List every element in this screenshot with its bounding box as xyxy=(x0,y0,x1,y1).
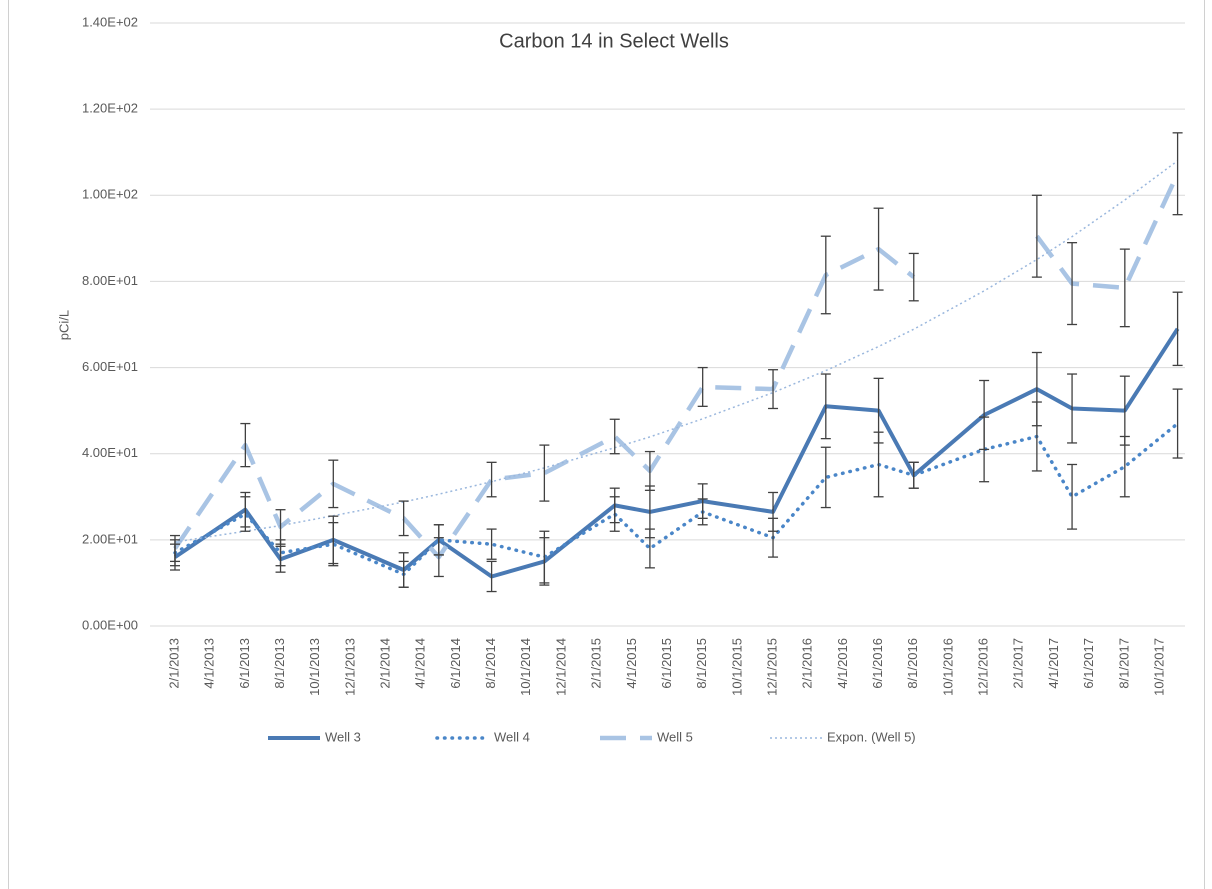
x-tick-label: 10/1/2017 xyxy=(1151,638,1166,696)
x-tick-label: 8/1/2013 xyxy=(272,638,287,689)
series-line xyxy=(173,172,1180,560)
y-tick-label: 2.00E+01 xyxy=(82,531,138,546)
x-tick-label: 10/1/2015 xyxy=(729,638,744,696)
x-tick-label: 6/1/2014 xyxy=(448,638,463,689)
legend-label: Expon. (Well 5) xyxy=(827,729,916,744)
error-bar xyxy=(169,534,180,563)
error-bar xyxy=(873,431,884,498)
x-tick-label: 10/1/2016 xyxy=(940,638,955,696)
error-bar xyxy=(644,528,655,569)
error-bar xyxy=(820,446,831,509)
error-bar xyxy=(1031,401,1042,472)
error-bar xyxy=(1172,291,1183,367)
error-bar xyxy=(908,252,919,302)
error-bar xyxy=(820,373,831,440)
x-tick-label: 8/1/2015 xyxy=(694,638,709,689)
error-bar xyxy=(240,422,251,468)
error-bar xyxy=(1067,463,1078,530)
x-tick-label: 2/1/2014 xyxy=(378,638,393,689)
legend-label: Well 5 xyxy=(657,729,693,744)
x-tick-label: 6/1/2015 xyxy=(659,638,674,689)
error-bar xyxy=(1119,248,1130,328)
x-tick-label: 6/1/2013 xyxy=(237,638,252,689)
error-bar xyxy=(979,416,990,483)
x-tick-label: 8/1/2016 xyxy=(905,638,920,689)
error-bar xyxy=(486,461,497,498)
error-bar xyxy=(486,560,497,593)
y-tick-label: 1.00E+02 xyxy=(82,187,138,202)
frame xyxy=(8,0,1205,889)
error-bar xyxy=(1067,242,1078,326)
y-tick-label: 1.20E+02 xyxy=(82,101,138,116)
error-bar xyxy=(644,450,655,491)
x-tick-label: 4/1/2015 xyxy=(624,638,639,689)
legend-label: Well 4 xyxy=(494,729,530,744)
error-bar xyxy=(697,366,708,407)
x-tick-label: 10/1/2014 xyxy=(518,638,533,696)
x-tick-label: 4/1/2016 xyxy=(835,638,850,689)
error-bar xyxy=(398,560,409,588)
error-bar xyxy=(398,500,409,537)
x-tick-label: 6/1/2017 xyxy=(1081,638,1096,689)
error-bar xyxy=(275,509,286,545)
error-bar xyxy=(1031,194,1042,278)
error-bar xyxy=(539,444,550,502)
x-tick-label: 4/1/2017 xyxy=(1046,638,1061,689)
error-bar xyxy=(609,418,620,455)
legend-label: Well 3 xyxy=(325,729,361,744)
y-axis-label: pCi/L xyxy=(56,310,71,340)
y-tick-label: 1.40E+02 xyxy=(82,14,138,29)
error-bar xyxy=(539,530,550,584)
x-tick-label: 12/1/2016 xyxy=(976,638,991,696)
error-bar xyxy=(328,459,339,509)
x-tick-label: 6/1/2016 xyxy=(870,638,885,689)
error-bar xyxy=(240,496,251,532)
x-tick-label: 2/1/2017 xyxy=(1011,638,1026,689)
series-line xyxy=(174,160,1179,543)
x-tick-label: 2/1/2013 xyxy=(166,638,181,689)
x-tick-label: 4/1/2013 xyxy=(202,638,217,689)
y-tick-label: 0.00E+00 xyxy=(82,617,138,632)
x-tick-label: 12/1/2013 xyxy=(342,638,357,696)
x-tick-label: 8/1/2014 xyxy=(483,638,498,689)
x-tick-label: 2/1/2015 xyxy=(589,638,604,689)
error-bar xyxy=(609,496,620,532)
error-bar xyxy=(486,528,497,560)
chart-title: Carbon 14 in Select Wells xyxy=(499,30,729,52)
error-bar xyxy=(820,235,831,315)
error-bar xyxy=(908,461,919,489)
series-line xyxy=(173,421,1180,577)
series-line xyxy=(173,327,1180,579)
x-tick-label: 8/1/2017 xyxy=(1116,638,1131,689)
error-bar xyxy=(1119,435,1130,498)
error-bar xyxy=(768,369,779,410)
x-tick-label: 10/1/2013 xyxy=(307,638,322,696)
y-tick-label: 6.00E+01 xyxy=(82,359,138,374)
x-tick-label: 2/1/2016 xyxy=(800,638,815,689)
error-bar xyxy=(1172,132,1183,216)
error-bar xyxy=(1172,388,1183,459)
error-bar xyxy=(873,207,884,291)
error-bar xyxy=(433,537,444,578)
error-bar xyxy=(697,498,708,526)
error-bar xyxy=(768,517,779,558)
y-tick-label: 4.00E+01 xyxy=(82,445,138,460)
x-tick-label: 12/1/2014 xyxy=(553,638,568,696)
x-tick-label: 4/1/2014 xyxy=(413,638,428,689)
y-tick-label: 8.00E+01 xyxy=(82,273,138,288)
error-bar xyxy=(1067,373,1078,444)
x-tick-label: 12/1/2015 xyxy=(764,638,779,696)
error-bar xyxy=(328,521,339,567)
